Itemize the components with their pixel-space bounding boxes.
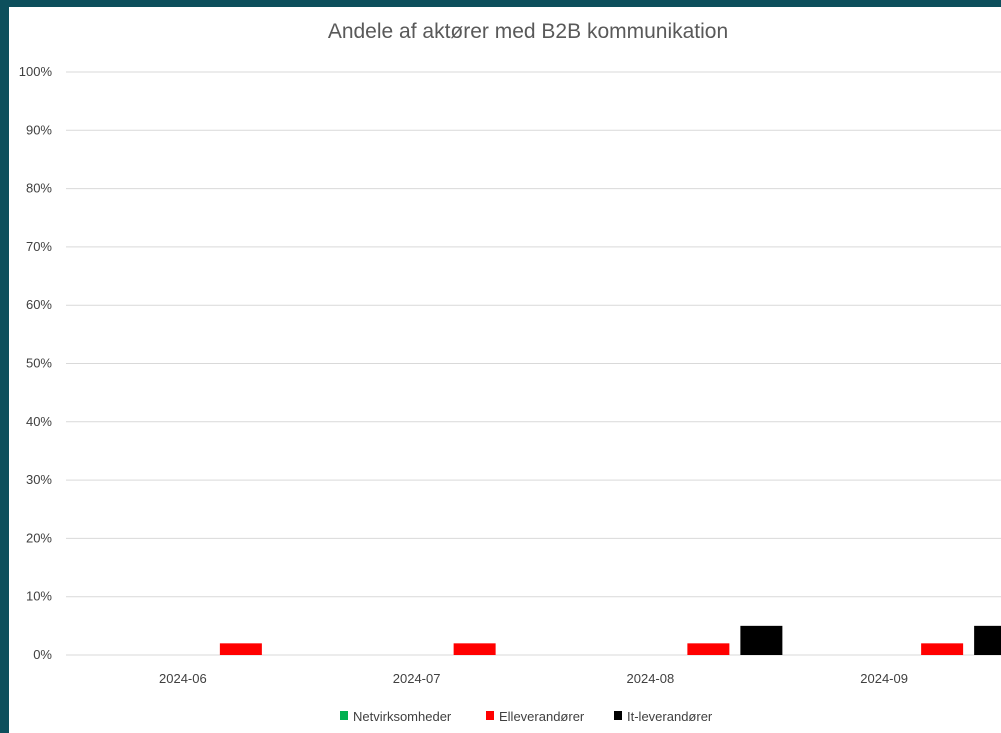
legend-label: Netvirksomheder bbox=[353, 709, 452, 724]
legend-swatch bbox=[486, 711, 494, 720]
y-tick-label: 10% bbox=[26, 589, 52, 604]
legend: Netvirksomheder Elleverandører It-leverand… bbox=[340, 709, 713, 724]
x-axis-ticks: 2024-06 2024-07 2024-08 2024-09 bbox=[159, 671, 908, 686]
bar bbox=[687, 643, 730, 655]
x-tick-label: 2024-07 bbox=[393, 671, 441, 686]
y-tick-label: 40% bbox=[26, 414, 52, 429]
legend-label: It-leverandører bbox=[627, 709, 713, 724]
y-tick-label: 100% bbox=[19, 64, 53, 79]
y-tick-label: 70% bbox=[26, 239, 52, 254]
bar bbox=[921, 643, 964, 655]
x-tick-label: 2024-08 bbox=[627, 671, 675, 686]
legend-label: Elleverandører bbox=[499, 709, 585, 724]
chart-title: Andele af aktører med B2B kommunikation bbox=[328, 20, 728, 43]
bar bbox=[453, 643, 496, 655]
y-tick-label: 80% bbox=[26, 181, 52, 196]
y-tick-label: 20% bbox=[26, 530, 52, 545]
bar-chart: Andele af aktører med B2B kommunikation … bbox=[19, 20, 1001, 724]
bar bbox=[219, 643, 262, 655]
y-tick-label: 0% bbox=[33, 647, 52, 662]
x-tick-label: 2024-06 bbox=[159, 671, 207, 686]
y-tick-label: 30% bbox=[26, 472, 52, 487]
y-tick-label: 50% bbox=[26, 356, 52, 371]
y-tick-label: 90% bbox=[26, 122, 52, 137]
chart-panel: Andele af aktører med B2B kommunikation … bbox=[9, 7, 1001, 733]
y-tick-label: 60% bbox=[26, 297, 52, 312]
y-axis-ticks: 0% 10% 20% 30% 40% 50% 60% 70% 80% 90% 100% bbox=[19, 64, 53, 662]
legend-swatch bbox=[340, 711, 348, 720]
bar bbox=[974, 625, 1001, 655]
x-tick-label: 2024-09 bbox=[860, 671, 908, 686]
legend-swatch bbox=[614, 711, 622, 720]
bars bbox=[219, 625, 1001, 655]
bar bbox=[740, 625, 783, 655]
gridlines bbox=[66, 71, 1001, 656]
